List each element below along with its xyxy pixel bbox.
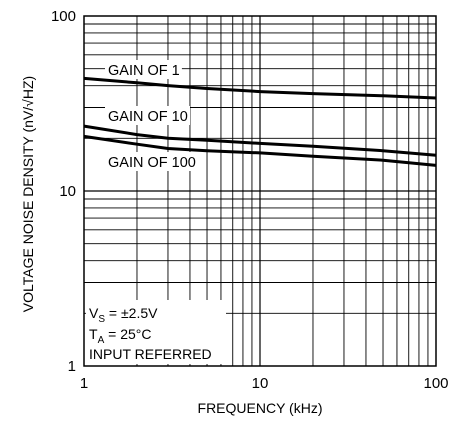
tick-labels: 1 10 100 1 10 100	[51, 8, 449, 392]
y-axis-label: VOLTAGE NOISE DENSITY (nV/√HZ)	[20, 76, 36, 312]
ta-value: = 25°C	[104, 326, 151, 342]
ta-symbol: T	[89, 326, 98, 342]
input-referred-label: INPUT REFERRED	[89, 346, 212, 362]
y-tick-label: 10	[59, 183, 76, 200]
series-label: GAIN OF 1	[108, 63, 180, 79]
series-label-bg	[105, 152, 199, 171]
vs-value: = ±2.5V	[105, 305, 158, 321]
series-line	[83, 134, 437, 167]
series-label-bg	[105, 106, 190, 125]
x-tick-label: 1	[80, 375, 88, 392]
ta-subscript: A	[98, 335, 105, 346]
x-tick-label: 100	[423, 375, 448, 392]
vs-symbol: V	[89, 305, 99, 321]
y-tick-label: 100	[51, 8, 76, 25]
y-tick-label: 1	[68, 358, 76, 375]
ambient-temp-label: TA = 25°C	[89, 326, 151, 346]
series-label: GAIN OF 100	[108, 155, 196, 171]
series-line	[83, 124, 437, 157]
annotation-background	[86, 300, 226, 364]
x-axis-label: FREQUENCY (kHz)	[198, 400, 323, 416]
supply-voltage-label: VS = ±2.5V	[89, 305, 158, 325]
chart-grid	[84, 16, 436, 366]
series-layer: GAIN OF 1 GAIN OF 10 GAIN OF 100	[83, 60, 437, 171]
series-label: GAIN OF 10	[108, 109, 188, 125]
x-tick-label: 10	[252, 375, 269, 392]
series-line	[83, 76, 437, 100]
plot-frame	[83, 15, 437, 367]
series-label-bg	[105, 60, 182, 79]
vs-subscript: S	[98, 314, 105, 325]
